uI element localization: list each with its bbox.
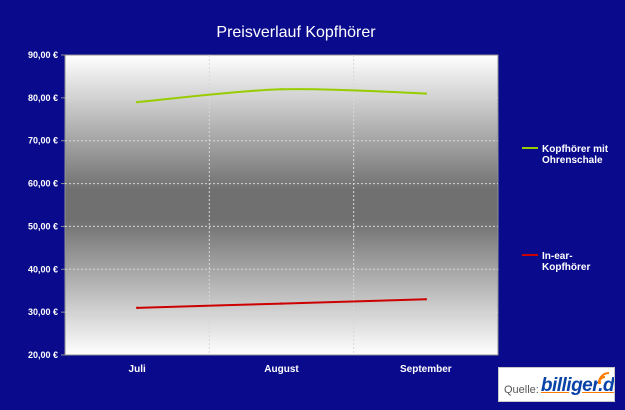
- x-tick-label: Juli: [129, 364, 146, 375]
- series-lines: [135, 88, 428, 310]
- x-tick-label: September: [400, 364, 452, 375]
- legend-label: Ohrenschale: [542, 155, 603, 166]
- chart-title: Preisverlauf Kopfhörer: [216, 24, 376, 41]
- y-tick-label: 70,00 €: [28, 136, 58, 146]
- logo-text: billiger.de: [540, 375, 614, 396]
- y-tick-label: 90,00 €: [28, 50, 58, 60]
- y-tick-label: 30,00 €: [28, 307, 58, 317]
- y-tick-label: 40,00 €: [28, 264, 58, 274]
- logo-prefix: Quelle:: [504, 384, 539, 396]
- legend-label: Kopfhörer: [542, 262, 590, 273]
- y-axis: 20,00 € 30,00 € 40,00 € 50,00 € 60,00 € 70,00…: [28, 50, 65, 360]
- data-point: [135, 100, 139, 104]
- data-point: [424, 298, 428, 301]
- x-axis: Juli August September: [129, 364, 452, 375]
- legend-label: Kopfhörer mit: [542, 144, 609, 155]
- y-tick-label: 60,00 €: [28, 179, 58, 189]
- legend-label: In-ear-: [542, 251, 573, 262]
- x-tick-label: August: [264, 364, 299, 375]
- y-tick-label: 80,00 €: [28, 93, 58, 103]
- source-logo[interactable]: Quelle: billiger.de: [498, 367, 615, 402]
- data-point: [280, 302, 283, 305]
- plot-area: [64, 54, 499, 356]
- data-point: [424, 92, 428, 95]
- grid-lines: [65, 55, 498, 355]
- y-tick-label: 20,00 €: [28, 350, 58, 360]
- data-point: [135, 306, 139, 310]
- data-point: [280, 88, 283, 91]
- signal-waves-icon: [597, 372, 610, 385]
- y-tick-label: 50,00 €: [28, 221, 58, 231]
